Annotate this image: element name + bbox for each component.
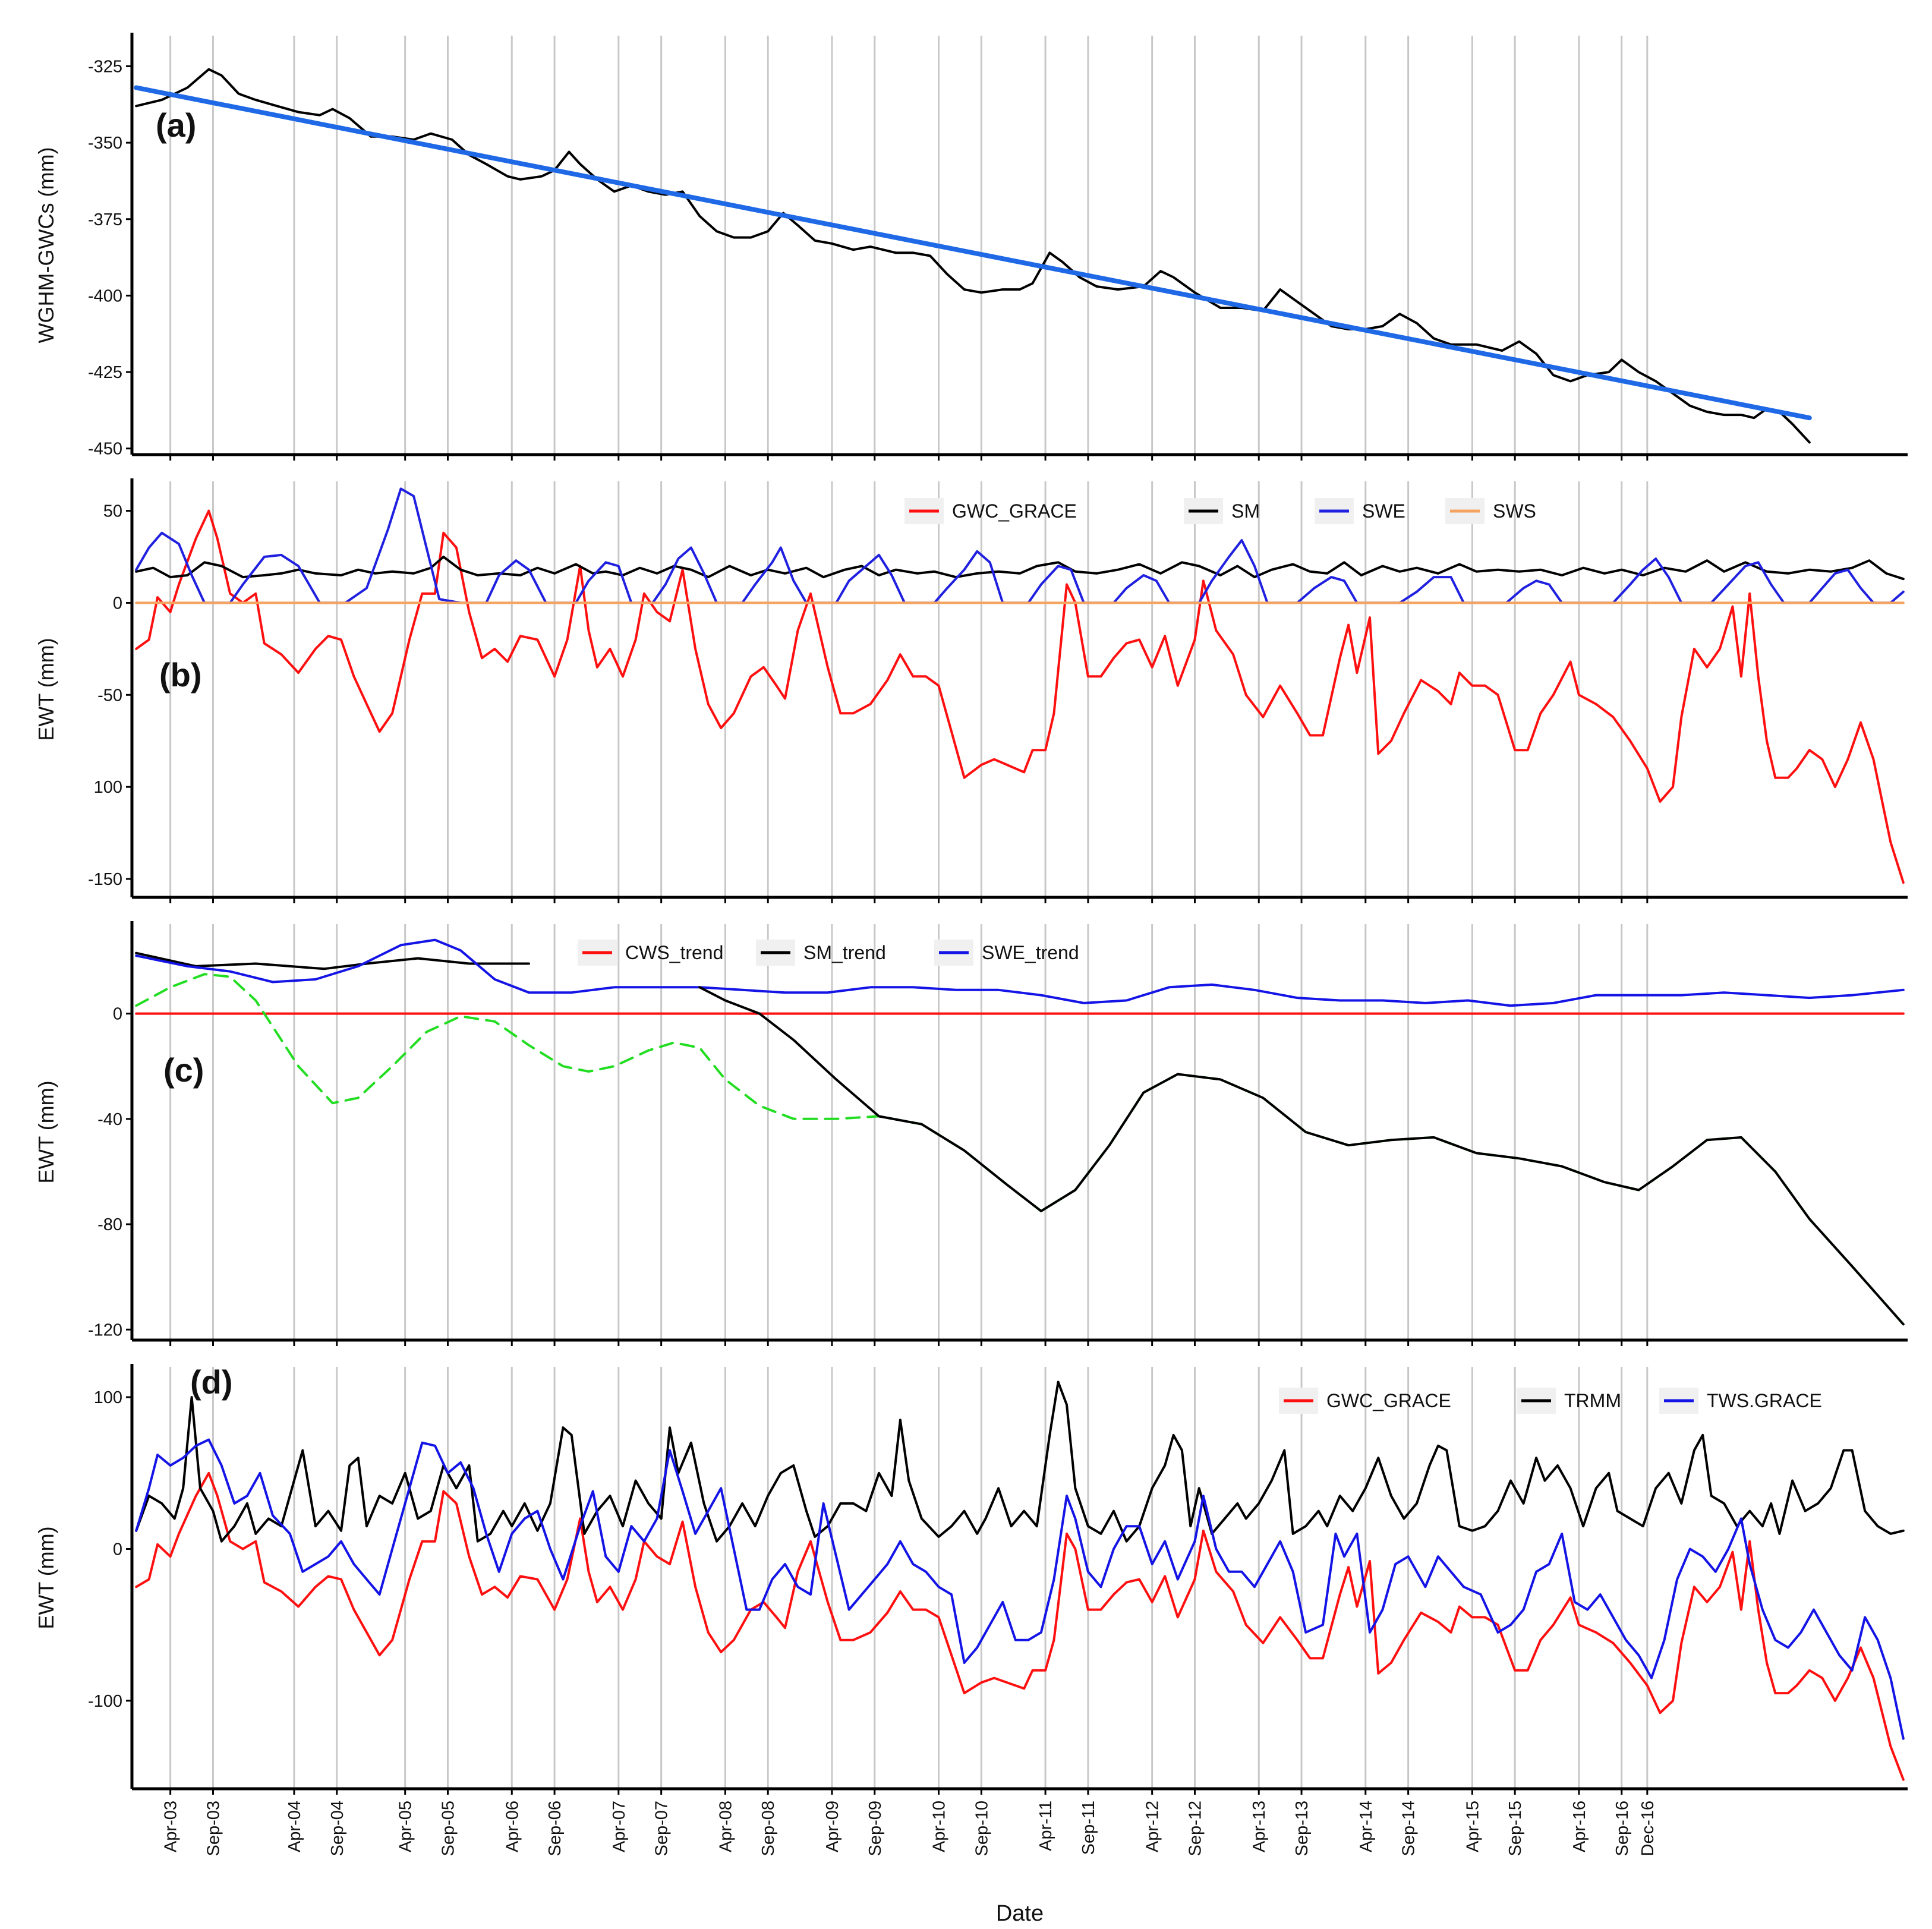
x-tick-label: Sep-11 [1079, 1801, 1098, 1855]
x-tick-label: Sep-06 [546, 1801, 565, 1856]
legend-label: GWC_GRACE [1326, 1390, 1451, 1411]
legend-label: TWS.GRACE [1707, 1390, 1822, 1411]
panel-c: 0 -40 -80 -120 EWT (mm) (c) CWS_trend SM_trend S… [34, 921, 1908, 1346]
legend-label: SM [1231, 500, 1260, 522]
x-tick-label: Sep-05 [439, 1801, 458, 1856]
y-tick-label: -150 [88, 870, 122, 889]
x-tick-label: Apr-05 [396, 1801, 415, 1852]
series-sm [135, 556, 1905, 581]
x-tick-label: Sep-13 [1293, 1801, 1312, 1856]
y-tick-label: 100 [94, 778, 122, 797]
x-tick-label: Sep-15 [1506, 1801, 1525, 1856]
series-gwc-grace [135, 509, 1905, 884]
y-axis-title: EWT (mm) [34, 638, 58, 740]
x-axis-title: Date [996, 1901, 1044, 1926]
x-axis: Apr-03 Sep-03 Apr-04 Sep-04 Apr-05 Sep-05 Apr-… [162, 1801, 1657, 1926]
legend-label: SWE [1362, 500, 1405, 522]
x-tick-label: Apr-06 [503, 1801, 522, 1852]
series-swe [135, 487, 1905, 604]
legend-label: SWE_trend [982, 942, 1079, 963]
x-tick-label: Sep-09 [866, 1801, 885, 1856]
panel-label: (d) [190, 1363, 233, 1401]
y-tick-label: -450 [88, 440, 122, 459]
legend-label: SWS [1493, 500, 1536, 522]
x-tick-label: Apr-12 [1143, 1801, 1162, 1852]
x-tick-label: Sep-04 [328, 1801, 347, 1856]
x-tick-label: Sep-07 [653, 1801, 672, 1856]
legend-label: SM_trend [803, 942, 886, 963]
y-tick-label: -400 [88, 286, 122, 305]
panel-label: (c) [163, 1051, 204, 1089]
x-tick-label: Apr-03 [162, 1801, 181, 1852]
series-sm-trend [135, 951, 530, 970]
legend: GWC_GRACE TRMM TWS.GRACE [1279, 1388, 1822, 1414]
legend-label: CWS_trend [625, 942, 723, 963]
x-tick-label: Apr-11 [1036, 1801, 1055, 1851]
panel-d: 100 0 -100 EWT (mm) (d) GWC_GRACE TRMM TWS.GRAC… [34, 1363, 1908, 1795]
y-tick-label: -120 [88, 1320, 122, 1339]
x-tick-label: Sep-03 [204, 1801, 223, 1856]
legend-label: TRMM [1564, 1390, 1621, 1411]
y-tick-label: -100 [88, 1692, 122, 1711]
y-tick-label: -80 [97, 1215, 122, 1234]
y-tick-label: -350 [88, 134, 122, 153]
y-tick-label: 0 [113, 1540, 122, 1559]
series-trmm [135, 1380, 1905, 1543]
y-tick-label: 50 [103, 502, 122, 521]
x-tick-label: Sep-10 [972, 1801, 991, 1856]
series-tws-grace [135, 1438, 1905, 1740]
series-gwc-grace [135, 1471, 1905, 1781]
y-axis-title: EWT (mm) [34, 1080, 58, 1183]
panel-label: (a) [156, 106, 196, 144]
x-tick-label: Apr-14 [1357, 1801, 1376, 1852]
legend-label: GWC_GRACE [952, 500, 1077, 522]
y-tick-label: -50 [97, 686, 122, 705]
x-tick-label: Apr-16 [1570, 1801, 1589, 1852]
x-tick-label: Sep-08 [759, 1801, 778, 1856]
x-tick-label: Sep-14 [1400, 1801, 1419, 1856]
x-tick-label: Dec-16 [1638, 1801, 1657, 1856]
y-tick-label: -375 [88, 210, 122, 229]
x-tick-label: Apr-08 [716, 1801, 735, 1852]
x-tick-label: Apr-09 [823, 1801, 842, 1852]
y-tick-label: 0 [113, 594, 122, 613]
x-tick-label: Sep-12 [1186, 1801, 1205, 1856]
y-tick-label: 100 [94, 1388, 122, 1407]
panel-a: -325 -350 -375 -400 -425 -450 WGHM-GWCs (mm) (a… [34, 33, 1908, 461]
series-gwc-trend-dashed [135, 973, 1905, 1326]
y-axis-title: WGHM-GWCs (mm) [34, 147, 58, 343]
series-swe-trend [135, 938, 1905, 1007]
y-tick-label: -425 [88, 363, 122, 382]
x-tick-label: Apr-15 [1463, 1801, 1482, 1852]
y-tick-label: -40 [97, 1110, 122, 1129]
y-tick-label: -325 [88, 57, 122, 76]
x-tick-label: Apr-13 [1250, 1801, 1269, 1852]
x-tick-label: Apr-04 [285, 1801, 304, 1852]
legend: CWS_trend SM_trend SWE_trend [578, 940, 1079, 966]
panel-label: (b) [159, 656, 202, 694]
x-tick-label: Apr-10 [930, 1801, 949, 1852]
x-tick-label: Sep-16 [1613, 1801, 1632, 1856]
y-tick-label: 0 [113, 1005, 122, 1024]
series-wghm-gwcs [135, 68, 1811, 444]
y-axis-title: EWT (mm) [34, 1526, 58, 1629]
legend: GWC_GRACE SM SWE SWS [904, 498, 1536, 524]
series-gwc-trend-solid [698, 986, 1905, 1326]
x-tick-label: Apr-07 [610, 1801, 629, 1852]
series-linear-trend [134, 85, 1812, 421]
panel-b: 50 0 -50 100 -150 EWT (mm) (b) GWC_GRACE SM SWE SW… [34, 478, 1908, 903]
